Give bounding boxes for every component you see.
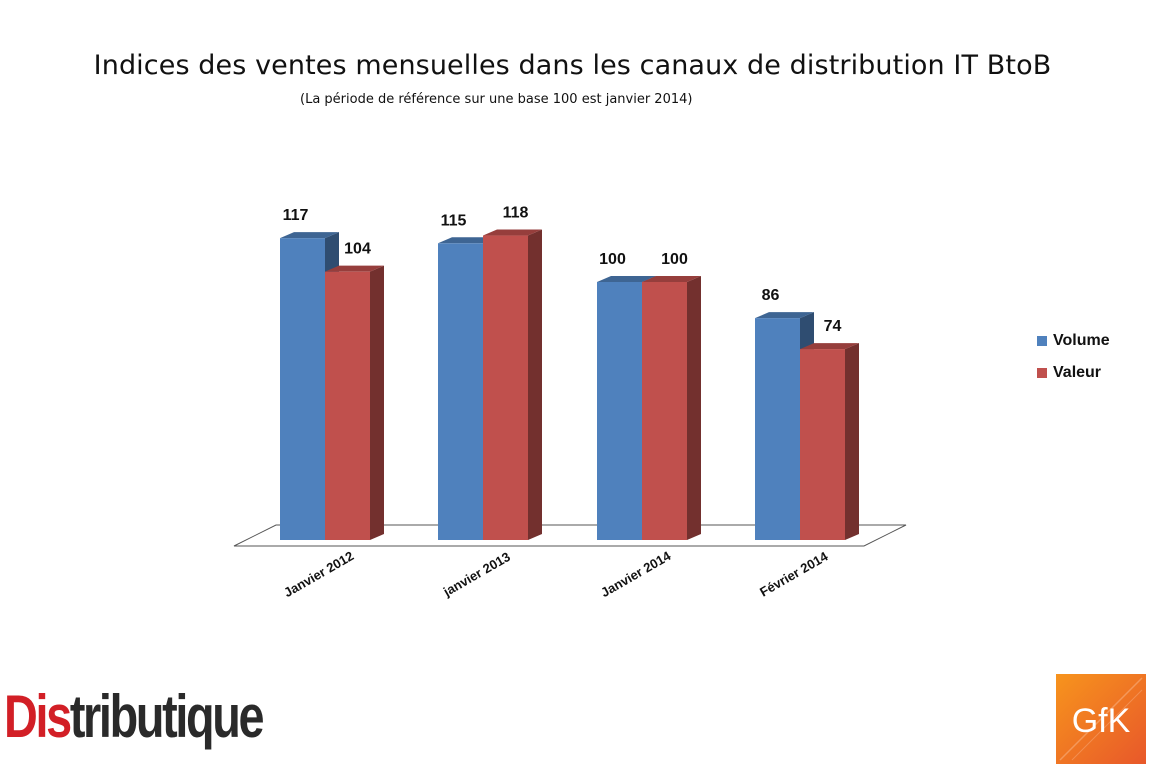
legend-item-valeur: Valeur — [1037, 357, 1110, 389]
legend-swatch-valeur — [1037, 368, 1047, 378]
gfk-logo: GfK — [1056, 674, 1146, 764]
data-label-valeur-0: 104 — [344, 241, 371, 258]
x-tick-label-3: Février 2014 — [757, 548, 831, 599]
chart-title: Indices des ventes mensuelles dans les c… — [93, 50, 1052, 81]
legend-label-valeur: Valeur — [1053, 364, 1102, 381]
x-tick-label-0: Janvier 2012 — [281, 548, 356, 600]
legend-item-volume: Volume — [1037, 325, 1110, 357]
distributique-logo-accent: Dis — [4, 683, 72, 750]
bar-valeur-2 — [642, 276, 701, 540]
bar-valeur-0 — [325, 265, 384, 540]
distributique-logo: Distributique — [4, 682, 265, 752]
bar-valeur-1 — [483, 229, 542, 540]
legend-swatch-volume — [1037, 336, 1047, 346]
data-label-valeur-2: 100 — [661, 251, 688, 268]
data-label-volume-2: 100 — [599, 251, 626, 268]
chart-legend: Volume Valeur — [1037, 325, 1110, 389]
chart-floor — [233, 524, 907, 547]
chart-subtitle: (La période de référence sur une base 10… — [300, 92, 693, 107]
distributique-logo-rest: tributique — [69, 683, 265, 750]
data-label-valeur-1: 118 — [503, 205, 529, 222]
data-label-volume-1: 115 — [441, 212, 467, 229]
data-label-volume-3: 86 — [762, 287, 780, 304]
x-tick-label-2: Janvier 2014 — [598, 548, 674, 600]
x-tick-label-1: janvier 2013 — [440, 549, 513, 600]
gfk-logo-text: GfK — [1072, 702, 1131, 740]
bar-valeur-3 — [800, 343, 859, 540]
data-label-valeur-3: 74 — [824, 318, 842, 335]
data-label-volume-0: 117 — [283, 207, 309, 224]
legend-label-volume: Volume — [1053, 332, 1110, 349]
